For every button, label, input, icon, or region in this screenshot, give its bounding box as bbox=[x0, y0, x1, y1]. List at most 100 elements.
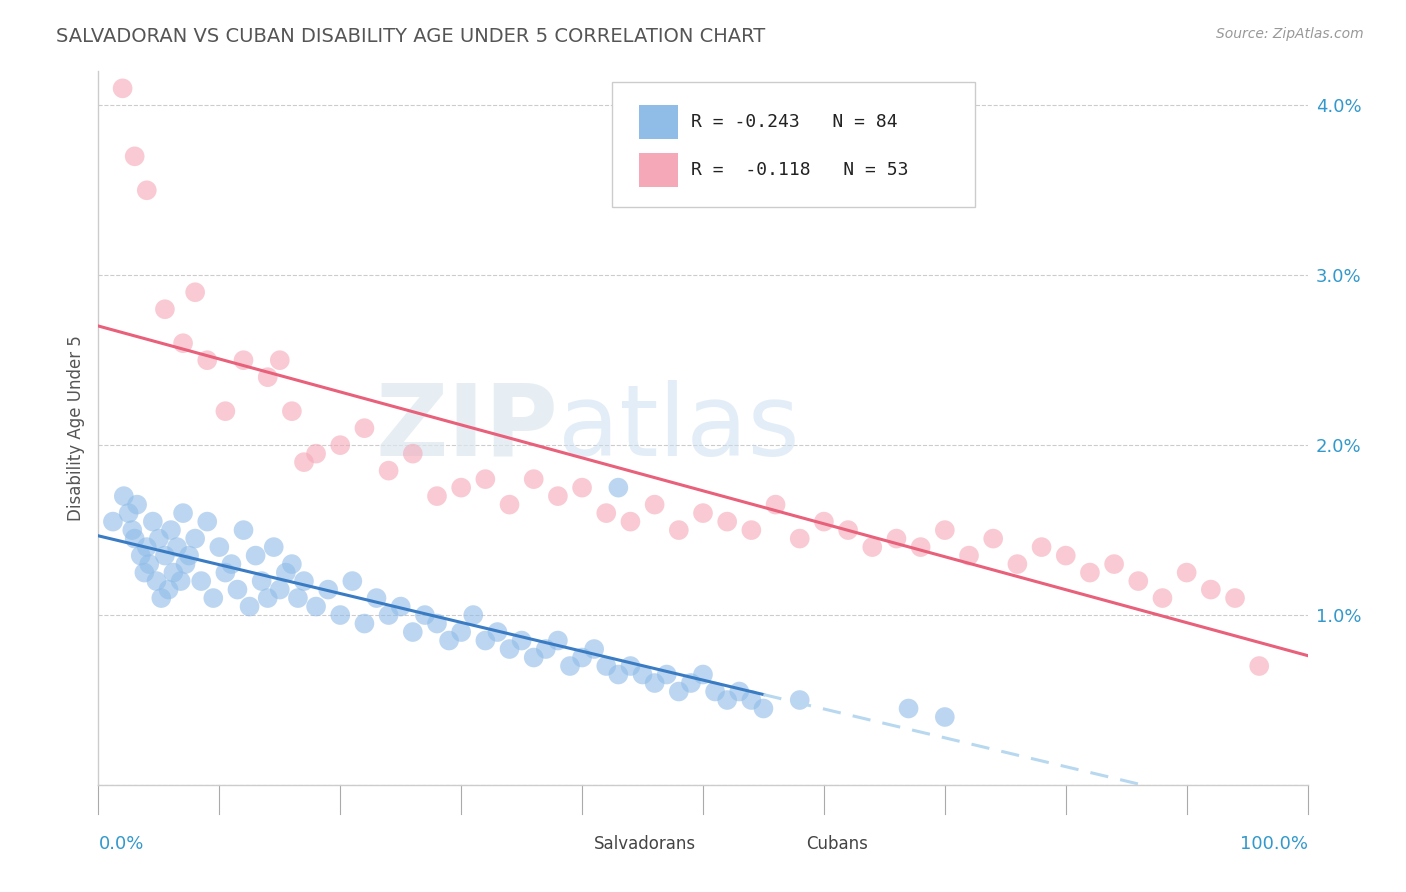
Point bbox=[981, 532, 1004, 546]
Point bbox=[160, 523, 183, 537]
Point bbox=[583, 642, 606, 657]
Point bbox=[274, 566, 297, 580]
Point bbox=[607, 667, 630, 681]
Point bbox=[1128, 574, 1150, 588]
Point bbox=[957, 549, 980, 563]
Point bbox=[305, 447, 328, 461]
Point bbox=[547, 633, 569, 648]
Point bbox=[250, 574, 273, 588]
Text: Source: ZipAtlas.com: Source: ZipAtlas.com bbox=[1216, 27, 1364, 41]
FancyBboxPatch shape bbox=[613, 82, 976, 207]
Point bbox=[162, 566, 184, 580]
Point bbox=[232, 523, 254, 537]
Point bbox=[704, 684, 727, 698]
Point bbox=[450, 625, 472, 640]
Point bbox=[897, 701, 920, 715]
Point bbox=[619, 659, 641, 673]
Point bbox=[174, 557, 197, 571]
Point bbox=[153, 302, 176, 317]
Point bbox=[316, 582, 339, 597]
Point bbox=[124, 532, 146, 546]
Point bbox=[226, 582, 249, 597]
Point bbox=[287, 591, 309, 605]
Point bbox=[534, 642, 557, 657]
Point bbox=[172, 506, 194, 520]
Text: 0.0%: 0.0% bbox=[98, 835, 143, 853]
FancyBboxPatch shape bbox=[638, 153, 678, 187]
Point bbox=[402, 447, 425, 461]
Point bbox=[752, 701, 775, 715]
Point bbox=[728, 684, 751, 698]
Point bbox=[426, 489, 449, 503]
Point bbox=[510, 633, 533, 648]
Point bbox=[486, 625, 509, 640]
Point bbox=[221, 557, 243, 571]
Point bbox=[523, 472, 546, 486]
Text: R = -0.243   N = 84: R = -0.243 N = 84 bbox=[690, 113, 897, 131]
Point bbox=[498, 498, 520, 512]
Point bbox=[474, 472, 496, 486]
Point bbox=[195, 515, 218, 529]
Point bbox=[366, 591, 388, 605]
Point bbox=[740, 693, 762, 707]
Point bbox=[118, 506, 141, 520]
Point bbox=[789, 532, 811, 546]
Point bbox=[668, 684, 690, 698]
Point bbox=[474, 633, 496, 648]
Point bbox=[619, 515, 641, 529]
Point bbox=[353, 421, 375, 435]
Point bbox=[1031, 540, 1053, 554]
Point bbox=[692, 667, 714, 681]
Point bbox=[292, 574, 315, 588]
Point bbox=[389, 599, 412, 614]
Point bbox=[886, 532, 908, 546]
Point bbox=[607, 481, 630, 495]
Point bbox=[134, 566, 156, 580]
Point bbox=[679, 676, 702, 690]
Point bbox=[1175, 566, 1198, 580]
Point bbox=[716, 515, 738, 529]
Point bbox=[426, 616, 449, 631]
Point bbox=[571, 481, 593, 495]
Point bbox=[166, 540, 188, 554]
Point bbox=[142, 515, 165, 529]
Point bbox=[813, 515, 835, 529]
Text: atlas: atlas bbox=[558, 380, 800, 476]
Point bbox=[1199, 582, 1222, 597]
Point bbox=[135, 540, 157, 554]
Point bbox=[498, 642, 520, 657]
Point bbox=[450, 481, 472, 495]
Point bbox=[129, 549, 152, 563]
Point bbox=[214, 404, 236, 418]
Point bbox=[281, 404, 304, 418]
Point bbox=[342, 574, 364, 588]
Point bbox=[135, 183, 157, 197]
Point bbox=[190, 574, 212, 588]
Point bbox=[305, 599, 328, 614]
Point bbox=[765, 498, 787, 512]
Point bbox=[1054, 549, 1077, 563]
Point bbox=[292, 455, 315, 469]
Point bbox=[655, 667, 678, 681]
Point bbox=[463, 608, 485, 623]
Point bbox=[150, 591, 173, 605]
Point bbox=[184, 285, 207, 300]
Point bbox=[148, 532, 170, 546]
Text: R =  -0.118   N = 53: R = -0.118 N = 53 bbox=[690, 161, 908, 178]
Point bbox=[208, 540, 231, 554]
Point bbox=[263, 540, 285, 554]
FancyBboxPatch shape bbox=[638, 105, 678, 139]
Point bbox=[121, 523, 143, 537]
Point bbox=[571, 650, 593, 665]
Y-axis label: Disability Age Under 5: Disability Age Under 5 bbox=[66, 335, 84, 521]
Point bbox=[281, 557, 304, 571]
Point bbox=[245, 549, 267, 563]
Point bbox=[239, 599, 262, 614]
FancyBboxPatch shape bbox=[769, 826, 800, 844]
Text: Cubans: Cubans bbox=[806, 835, 868, 853]
Point bbox=[124, 149, 146, 163]
Text: 100.0%: 100.0% bbox=[1240, 835, 1308, 853]
Point bbox=[138, 557, 160, 571]
Point bbox=[202, 591, 225, 605]
Point bbox=[934, 523, 956, 537]
